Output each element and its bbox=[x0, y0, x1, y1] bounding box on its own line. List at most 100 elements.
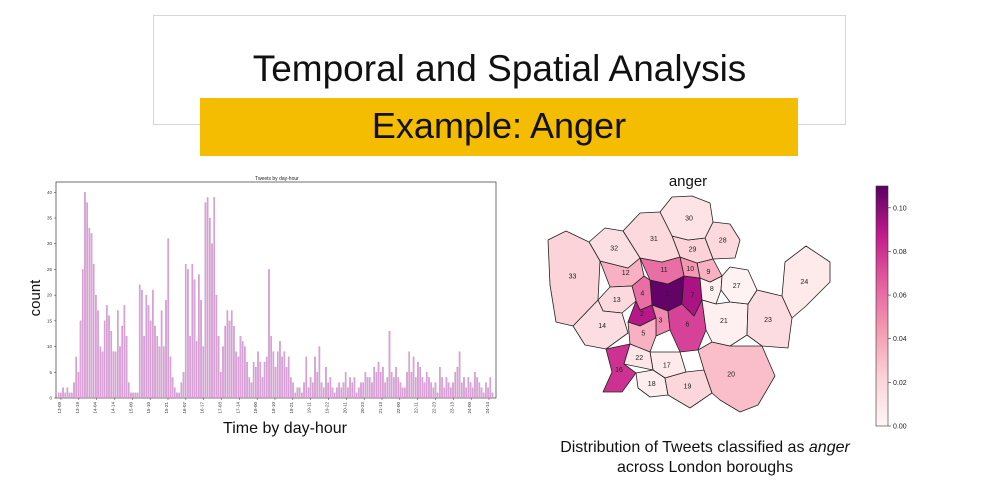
borough-label: 33 bbox=[569, 273, 577, 280]
x-tick-label: 24-00 bbox=[467, 402, 472, 414]
bar bbox=[132, 392, 134, 399]
x-tick-label: 18-00 bbox=[253, 402, 258, 414]
bar bbox=[322, 387, 325, 399]
bar bbox=[371, 382, 373, 399]
borough-label: 5 bbox=[641, 331, 645, 338]
borough-22 bbox=[623, 343, 654, 371]
x-tick-label: 15-00 bbox=[128, 402, 133, 414]
bar bbox=[456, 366, 459, 399]
bar bbox=[480, 387, 483, 399]
bar bbox=[95, 294, 97, 399]
bar bbox=[173, 387, 176, 399]
y-tick-label: 20 bbox=[47, 293, 53, 298]
colorbar-tick-label: 0.04 bbox=[893, 336, 907, 343]
y-tick-label: 30 bbox=[47, 241, 53, 246]
map-title: anger bbox=[669, 173, 707, 190]
bar bbox=[329, 377, 332, 399]
x-tick-label: 24-14 bbox=[485, 402, 490, 414]
bar bbox=[158, 346, 161, 399]
bar bbox=[75, 356, 77, 399]
bar bbox=[333, 392, 336, 399]
bar bbox=[134, 392, 137, 399]
bar bbox=[454, 372, 457, 399]
bar bbox=[390, 372, 393, 399]
bar bbox=[441, 377, 443, 399]
borough-label: 3 bbox=[658, 318, 662, 325]
bar bbox=[443, 387, 446, 399]
bar bbox=[233, 325, 235, 399]
y-tick-label: 0 bbox=[49, 396, 52, 401]
y-tick-label: 25 bbox=[47, 267, 53, 272]
bar bbox=[62, 387, 64, 399]
bar bbox=[311, 382, 314, 399]
bar bbox=[487, 387, 489, 399]
bar bbox=[230, 310, 233, 399]
bar bbox=[458, 351, 461, 399]
bar bbox=[336, 387, 338, 399]
borough-label: 9 bbox=[706, 269, 710, 276]
bar bbox=[86, 202, 88, 399]
bar bbox=[395, 366, 397, 399]
bar bbox=[169, 356, 172, 399]
bar bbox=[268, 269, 270, 399]
bar bbox=[88, 228, 91, 399]
y-tick-label: 5 bbox=[49, 370, 52, 375]
bar bbox=[298, 387, 301, 399]
bar bbox=[246, 361, 248, 399]
bar bbox=[485, 382, 487, 399]
bar bbox=[436, 392, 439, 399]
bar bbox=[259, 361, 262, 399]
bar bbox=[296, 387, 299, 399]
bar bbox=[388, 330, 391, 399]
bar bbox=[489, 377, 492, 399]
bar bbox=[406, 372, 408, 399]
bar bbox=[182, 372, 185, 399]
bar bbox=[430, 382, 432, 399]
bar bbox=[307, 387, 310, 399]
bar bbox=[136, 392, 139, 399]
bar bbox=[255, 366, 257, 399]
bar bbox=[358, 387, 360, 399]
bar bbox=[368, 377, 371, 399]
bar bbox=[241, 341, 244, 399]
bar bbox=[189, 336, 191, 399]
bar bbox=[248, 377, 251, 399]
bar bbox=[237, 356, 240, 399]
borough-label: 18 bbox=[648, 381, 656, 388]
bar bbox=[257, 351, 259, 399]
bar bbox=[432, 387, 435, 399]
bar bbox=[71, 392, 73, 399]
bar bbox=[119, 346, 121, 399]
bar bbox=[68, 392, 71, 399]
map-caption-emphasis: anger bbox=[808, 439, 850, 456]
bar bbox=[152, 289, 154, 399]
bar bbox=[272, 351, 275, 399]
map-caption-prefix: Distribution of Tweets classified as bbox=[560, 439, 809, 456]
bar bbox=[303, 382, 305, 399]
bar bbox=[198, 274, 200, 399]
borough-label: 28 bbox=[719, 238, 727, 245]
bar bbox=[316, 372, 318, 399]
bar bbox=[239, 336, 242, 399]
bar bbox=[287, 356, 290, 399]
bar bbox=[202, 346, 205, 399]
bar bbox=[351, 382, 354, 399]
bar bbox=[469, 382, 472, 399]
bar bbox=[355, 392, 358, 399]
x-tick-label: 15-21 bbox=[164, 402, 169, 414]
bar bbox=[193, 279, 196, 399]
bar bbox=[261, 377, 264, 399]
bar bbox=[127, 382, 130, 399]
bar bbox=[428, 377, 430, 399]
y-tick-label: 35 bbox=[47, 216, 53, 221]
bar bbox=[224, 325, 226, 399]
x-tick-label: 17-03 bbox=[218, 402, 223, 414]
bar bbox=[112, 351, 115, 399]
bar bbox=[318, 346, 321, 399]
borough-label: 13 bbox=[613, 297, 621, 304]
bar bbox=[285, 366, 288, 399]
bar bbox=[476, 377, 478, 399]
bar bbox=[452, 382, 454, 399]
borough-label: 7 bbox=[690, 292, 694, 299]
